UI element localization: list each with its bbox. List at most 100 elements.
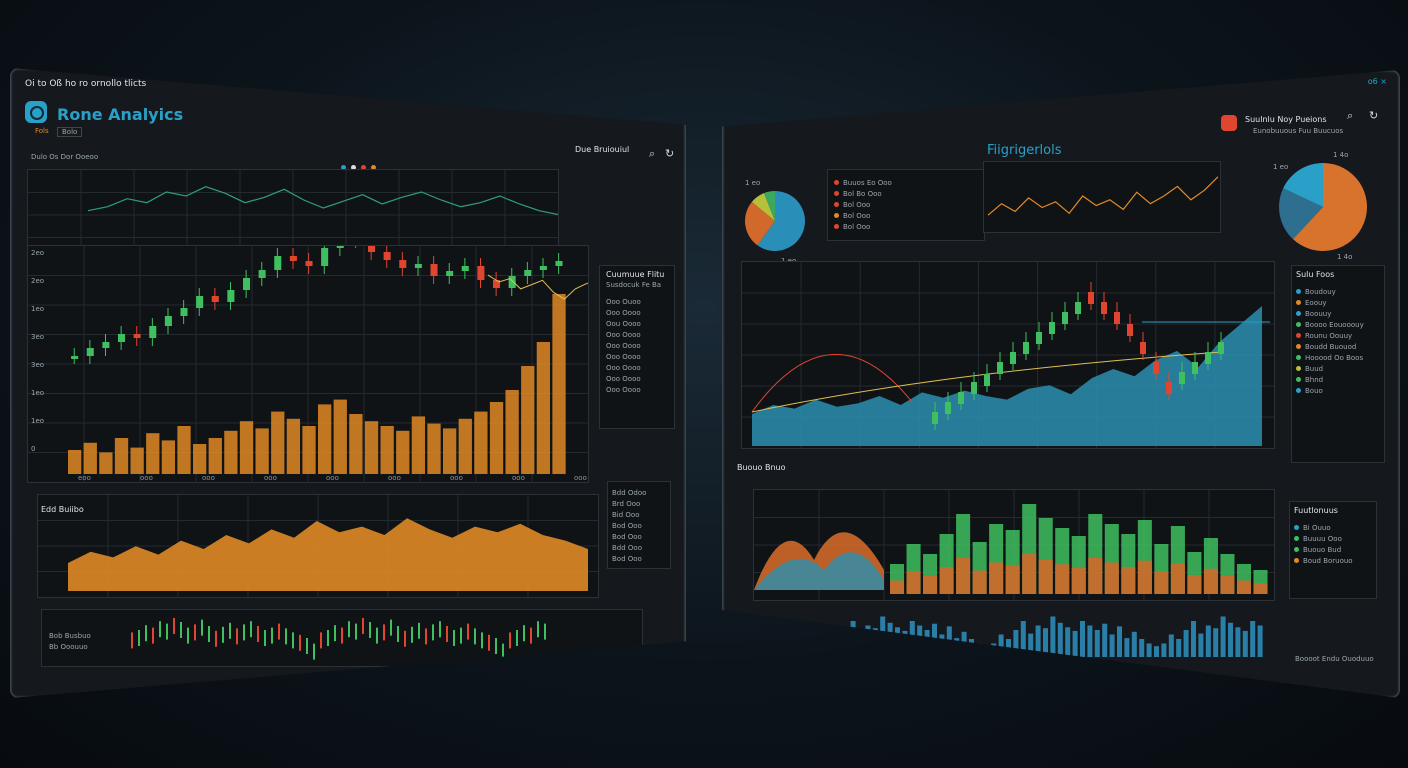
list-item-label: Buuos Eo Ooo	[843, 179, 892, 187]
volume-bar	[998, 634, 1004, 657]
bar	[923, 576, 938, 594]
lower-side-item-row[interactable]: Bod Ooo	[612, 555, 666, 563]
list-item-row[interactable]: Bol Ooo	[834, 201, 978, 209]
bar	[1203, 568, 1218, 594]
status-dot-icon	[1296, 388, 1301, 393]
list-item-row[interactable]: Bol Ooo	[834, 212, 978, 220]
x-tick-label: ooo	[202, 474, 215, 482]
volume-bar	[991, 643, 997, 657]
search-icon[interactable]: ⌕	[649, 147, 656, 160]
right-side-item-row[interactable]: Buud	[1296, 365, 1380, 373]
volume-bar	[1242, 630, 1248, 657]
candle-body	[1166, 382, 1172, 394]
candle-body	[305, 261, 313, 266]
volume-bar	[239, 421, 254, 474]
refresh-icon[interactable]: ↻	[665, 147, 675, 160]
candle-body	[461, 266, 469, 271]
header-title: Suulnlu Noy Pueions	[1245, 115, 1327, 124]
sidebar-item-label: Ooo Oooo	[606, 353, 641, 361]
right-side-item-row[interactable]: Hooood Oo Boos	[1296, 354, 1380, 362]
volume-bar	[1168, 634, 1174, 657]
list-item-label: Bol Ooo	[843, 212, 871, 220]
volume-bar	[1205, 625, 1211, 657]
candle-body	[289, 256, 297, 261]
right-side-item-row[interactable]: Bouo	[1296, 387, 1380, 395]
lower-side-item-label: Bod Ooo	[612, 555, 642, 563]
search-icon[interactable]: ⌕	[1347, 109, 1354, 122]
volume-bar	[1072, 630, 1078, 657]
lower-side-item-row[interactable]: Boud Boruouo	[1294, 557, 1372, 565]
lower-side-item-row[interactable]: Brd Ooo	[612, 500, 666, 508]
header-label: Dulo Os Dor Ooeoo	[31, 153, 99, 161]
lower-side-item-row[interactable]: Bdd Odoo	[612, 489, 666, 497]
status-dot-icon	[834, 202, 839, 207]
bar	[1253, 583, 1268, 594]
volume-bar	[976, 643, 982, 657]
candle-body	[1218, 342, 1224, 354]
right-side-item-row[interactable]: Boouuy	[1296, 310, 1380, 318]
volume-bar	[1250, 621, 1256, 657]
candle-body	[555, 261, 563, 266]
right-side-item-row[interactable]: Rounu Oouuy	[1296, 332, 1380, 340]
right-side-item-row[interactable]: Boudd Buouod	[1296, 343, 1380, 351]
pie-slice	[745, 201, 775, 246]
x-tick-label: eoo	[78, 474, 91, 482]
right-side-item-row[interactable]: Bhnd	[1296, 376, 1380, 384]
right-side-item-row[interactable]: Boooo Eouooouy	[1296, 321, 1380, 329]
sidebar-item-row[interactable]: Ooo Oooo	[606, 386, 668, 394]
sidebar-item-row[interactable]: Oou Oooo	[606, 320, 668, 328]
nav-tab-bolo[interactable]: Bolo	[57, 127, 83, 137]
candle-body	[1010, 352, 1016, 364]
y-tick-label: 1eo	[31, 417, 45, 425]
status-dot-icon	[1294, 536, 1299, 541]
volume-bar	[954, 638, 960, 657]
right-dashboard-window: o6 × Suulnlu Noy Pueions Eunobuuous Fuu …	[722, 70, 1400, 698]
footer-item-row[interactable]: Bb Ooouuo	[49, 643, 91, 651]
footer-item-row[interactable]: Bob Busbuo	[49, 632, 91, 640]
y-tick-label: 0	[31, 445, 36, 453]
candle-body	[243, 278, 251, 290]
lower-side-item-row[interactable]: Bod Ooo	[612, 522, 666, 530]
right-side-item-row[interactable]: Boudouy	[1296, 288, 1380, 296]
header-right-label: Due Bruiouiul	[575, 145, 630, 154]
sidebar-item-row[interactable]: Ooo Oooo	[606, 309, 668, 317]
nav-tab-fols[interactable]: Fols	[35, 127, 49, 135]
volume-bar	[552, 294, 566, 474]
volume-bar	[1117, 626, 1122, 657]
refresh-icon[interactable]: ↻	[1369, 109, 1379, 122]
candle-body	[102, 342, 110, 348]
list-item-row[interactable]: Buuos Eo Ooo	[834, 179, 978, 187]
lower-side-item-row[interactable]: Bdd Ooo	[612, 544, 666, 552]
volume-bar	[1198, 633, 1204, 657]
sidebar-item-row[interactable]: Ooo Oooo	[606, 353, 668, 361]
right-side-list: Boudouy Eoouy Boouuy Boooo Eouooouy Rounu Oo…	[1292, 283, 1384, 400]
sidebar-item-row[interactable]: Ooo Oooo	[606, 364, 668, 372]
sidebar-item-row[interactable]: Ooo Oooo	[606, 331, 668, 339]
volume-bar	[193, 444, 207, 474]
volume-bar	[536, 342, 551, 474]
lower-side-item-row[interactable]: Bid Ooo	[612, 511, 666, 519]
lower-side-item-row[interactable]: Bi Ouuo	[1294, 524, 1372, 532]
sidebar-panel: Cuumuue Flitu Susdocuk Fe Ba Ooo Ouoo Ooo…	[599, 265, 675, 429]
footer-strip	[41, 609, 643, 667]
volume-bar	[843, 630, 849, 657]
volume-bar	[1176, 639, 1182, 657]
lower-side-item-row[interactable]: Buuuu Ooo	[1294, 535, 1372, 543]
volume-bar	[1109, 634, 1115, 657]
sidebar-item-row[interactable]: Ooo Oooo	[606, 342, 668, 350]
list-item-row[interactable]: Bol Bo Ooo	[834, 190, 978, 198]
volume-bar	[411, 416, 426, 474]
sidebar-item-row[interactable]: Ooo Ouoo	[606, 298, 668, 306]
lower-side-item-row[interactable]: Buouo Bud	[1294, 546, 1372, 554]
lower-side-item-row[interactable]: Bod Ooo	[612, 533, 666, 541]
sidebar-item-row[interactable]: Ooo Oooo	[606, 375, 668, 383]
pie-label: 1 eo	[745, 179, 760, 187]
bar	[1121, 567, 1136, 594]
volume-bar	[1220, 616, 1226, 657]
volume-bar	[932, 623, 937, 657]
window-controls[interactable]: o6 ×	[1367, 77, 1387, 86]
list-item-row[interactable]: Bol Ooo	[834, 223, 978, 231]
lower-volume	[821, 609, 1271, 663]
right-side-item-row[interactable]: Eoouy	[1296, 299, 1380, 307]
sidebar-list: Ooo Ouoo Ooo Oooo Oou Oooo Ooo Oooo Ooo Oooo…	[600, 291, 674, 401]
